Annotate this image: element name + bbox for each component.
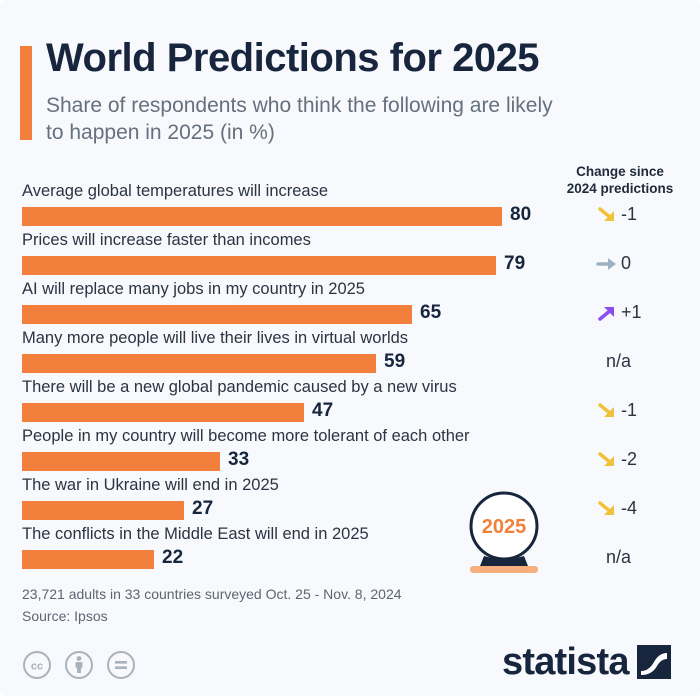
category-label: There will be a new global pandemic caus…: [22, 378, 457, 396]
change-header-line-2: 2024 predictions: [566, 181, 674, 196]
bar: [22, 256, 496, 275]
crystal-ball-badge: 2025: [469, 491, 539, 573]
bar-value-label: 79: [504, 253, 526, 274]
change-indicator: -4: [596, 498, 656, 519]
survey-note: 23,721 adults in 33 countries surveyed O…: [22, 586, 402, 602]
change-column-header: Change since 2024 predictions: [560, 163, 680, 197]
statista-logo[interactable]: statista: [502, 640, 671, 684]
change-indicator: n/a: [596, 547, 666, 568]
change-value: n/a: [606, 351, 632, 371]
svg-text:cc: cc: [31, 661, 43, 673]
change-value: -4: [621, 498, 638, 518]
category-label: Prices will increase faster than incomes: [22, 231, 311, 249]
change-value: n/a: [606, 547, 632, 567]
no-derivatives-icon[interactable]: [106, 650, 136, 680]
change-value: -1: [621, 400, 638, 420]
bar-value-label: 47: [312, 400, 334, 421]
change-value: +1: [621, 302, 642, 322]
change-value: -1: [621, 204, 638, 224]
bar: [22, 501, 184, 520]
category-label: Many more people will live their lives i…: [22, 329, 409, 347]
change-indicator: 0: [596, 253, 656, 274]
chart-subtitle: Share of respondents who think the follo…: [46, 94, 553, 144]
change-indicator: -1: [596, 204, 656, 225]
bar-value-label: 65: [420, 302, 442, 323]
bar-value-label: 33: [228, 449, 250, 470]
change-indicator: -2: [596, 449, 656, 470]
bar-value-label: 22: [162, 547, 184, 568]
badge-year-label: 2025: [482, 516, 527, 538]
change-header-line-1: Change since: [576, 164, 664, 179]
source-note: Source: Ipsos: [22, 608, 108, 624]
attribution-icon[interactable]: [64, 650, 94, 680]
trend-down-icon: [598, 451, 614, 466]
category-label: People in my country will become more to…: [22, 427, 470, 445]
bar: [22, 403, 304, 422]
bar: [22, 207, 502, 226]
brand-wordmark: statista: [502, 640, 629, 683]
bar: [22, 550, 154, 569]
category-label: The conflicts in the Middle East will en…: [22, 525, 369, 543]
trend-down-icon: [598, 206, 614, 221]
bar: [22, 305, 412, 324]
change-indicator: +1: [596, 302, 656, 323]
chart-title: World Predictions for 2025: [46, 36, 540, 80]
trend-down-icon: [598, 402, 614, 417]
statista-mark-icon: [636, 645, 671, 679]
change-indicator: -1: [596, 400, 656, 421]
category-label: Average global temperatures will increas…: [22, 182, 329, 200]
change-value: 0: [621, 253, 632, 273]
category-label: The war in Ukraine will end in 2025: [22, 476, 279, 494]
trend-flat-icon: [596, 257, 616, 270]
category-label: AI will replace many jobs in my country …: [22, 280, 365, 298]
bar-value-label: 80: [510, 204, 532, 225]
change-indicator: n/a: [596, 351, 666, 372]
change-value: -2: [621, 449, 638, 469]
cc-icon[interactable]: cc: [22, 650, 52, 680]
trend-down-icon: [598, 500, 614, 515]
title-accent-bar: [20, 46, 32, 140]
bar-value-label: 59: [384, 351, 406, 372]
bar: [22, 452, 220, 471]
trend-up-icon: [598, 306, 614, 321]
bar-value-label: 27: [192, 498, 214, 519]
bar: [22, 354, 376, 373]
